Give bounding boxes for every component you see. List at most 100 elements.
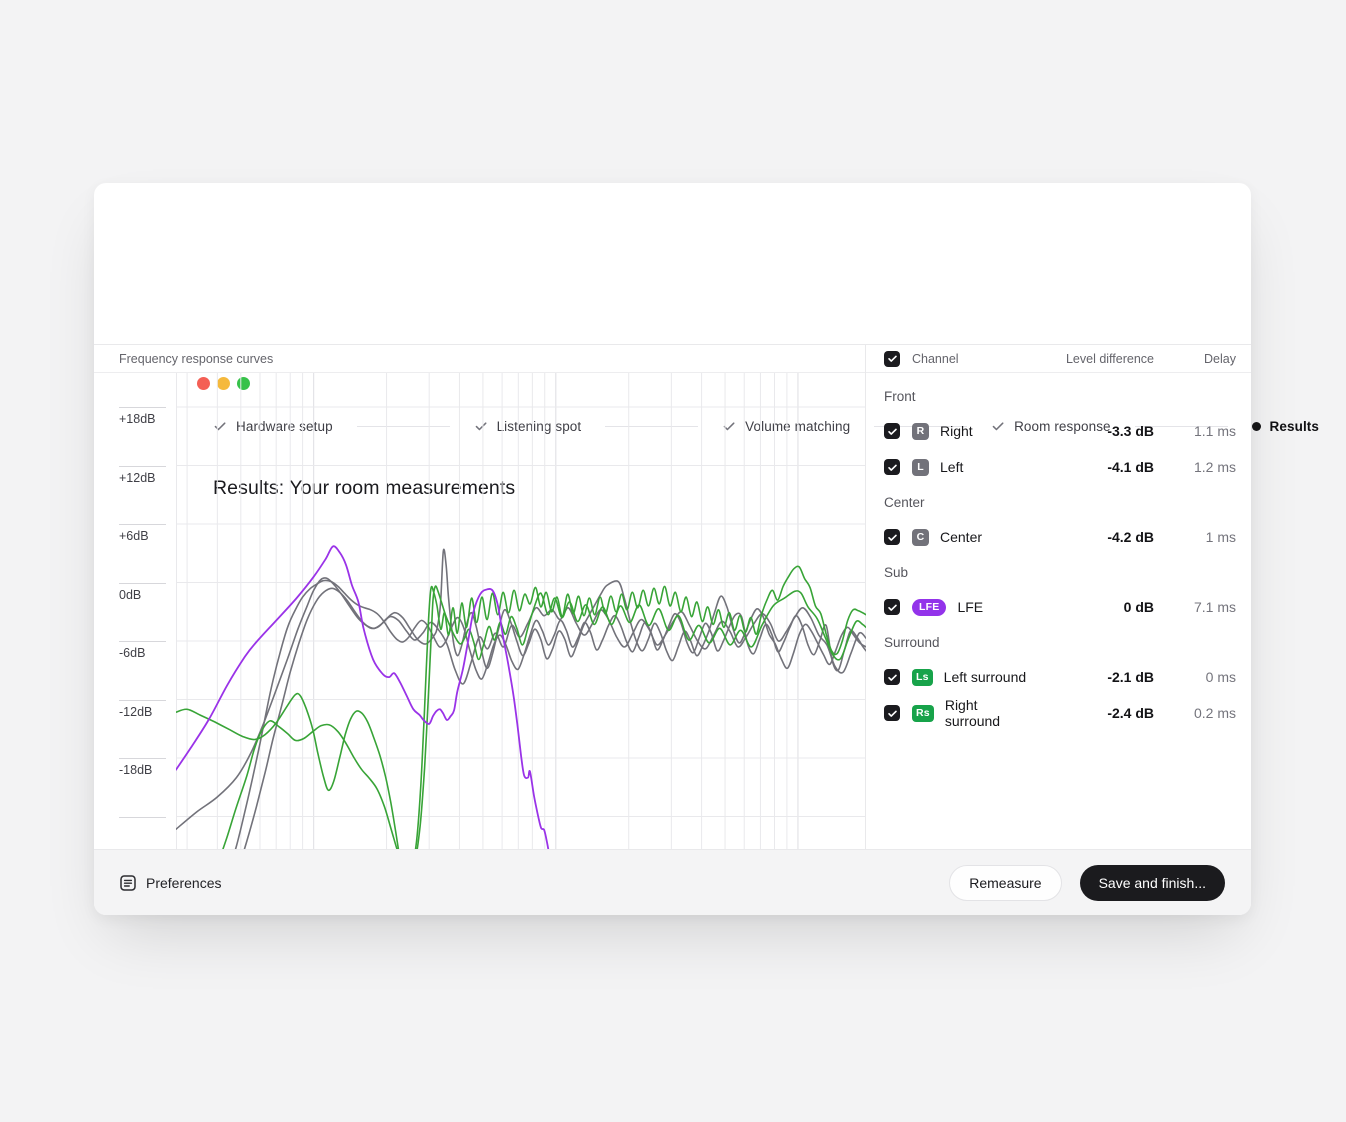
channel-checkbox[interactable] (884, 599, 900, 615)
channel-table: Channel Level difference Delay Front R Rig… (866, 345, 1251, 849)
curve-lfe (176, 545, 550, 849)
y-axis-tick (119, 465, 166, 467)
y-axis-tick (119, 407, 166, 408)
remeasure-label: Remeasure (969, 874, 1042, 891)
check-icon (887, 464, 897, 471)
preferences-label: Preferences (146, 874, 222, 891)
wizard-step-results[interactable]: Results (1251, 418, 1319, 434)
level-difference-value: 0 dB (1123, 599, 1154, 615)
y-axis-tick (119, 816, 166, 818)
curve-left (234, 579, 866, 849)
channel-badge: Ls (912, 668, 933, 686)
chart-body: +18dB +12dB +6dB 0dB -6dB -12dB -18dB (94, 373, 866, 849)
channel-row-center[interactable]: C Center -4.2 dB 1 ms (884, 519, 1236, 555)
group-label-center: Center (884, 494, 925, 510)
level-difference-value: -3.3 dB (1107, 423, 1154, 439)
channel-badge: LFE (912, 598, 947, 616)
check-icon (887, 604, 897, 611)
channel-badge: R (912, 422, 929, 440)
channel-name: Right (940, 423, 973, 439)
footer-bar: Preferences Remeasure Save and finish... (94, 849, 1251, 915)
column-header-channel: Channel (912, 351, 959, 366)
zoom-button[interactable] (237, 377, 250, 390)
channel-checkbox[interactable] (884, 669, 900, 685)
delay-value: 1.2 ms (1193, 459, 1236, 475)
app-window: Hardware setup Listening spot Volume match… (94, 183, 1319, 915)
channel-badge: C (912, 528, 929, 546)
chart-panel-header: Frequency response curves (94, 345, 865, 373)
delay-value: 1.1 ms (1193, 423, 1236, 439)
channel-badge: L (912, 458, 929, 476)
channel-name: Left surround (943, 669, 1027, 685)
y-axis-label: -18dB (119, 763, 153, 777)
channel-row-left-surround[interactable]: Ls Left surround -2.1 dB 0 ms (884, 659, 1236, 695)
save-and-finish-button[interactable]: Save and finish... (1079, 864, 1225, 901)
main-content: Frequency response curves +18dB +12dB +6dB… (94, 344, 1251, 849)
save-label: Save and finish... (1098, 874, 1206, 891)
check-icon (887, 428, 897, 435)
close-button[interactable] (197, 377, 210, 390)
channel-row-left[interactable]: L Left -4.1 dB 1.2 ms (884, 449, 1236, 485)
level-difference-value: -4.2 dB (1107, 529, 1154, 545)
check-icon (887, 674, 897, 681)
check-icon (992, 422, 1004, 431)
channel-checkbox[interactable] (884, 529, 900, 545)
remeasure-button[interactable]: Remeasure (949, 864, 1062, 901)
frequency-response-plot (176, 373, 866, 849)
group-label-sub: Sub (884, 564, 909, 580)
minimize-button[interactable] (217, 377, 230, 390)
wizard-connector (1134, 425, 1228, 427)
channel-table-header: Channel Level difference Delay (866, 345, 1251, 373)
channel-name: Center (940, 529, 983, 545)
check-icon (723, 422, 735, 431)
curve-right-surround (222, 585, 866, 849)
channel-name: Right surround (944, 697, 1001, 729)
y-axis-tick (119, 582, 166, 584)
channel-row-lfe[interactable]: LFE LFE 0 dB 7.1 ms (884, 589, 1236, 625)
curve-left-surround (176, 565, 866, 849)
wizard-step-label: Room response (1014, 418, 1111, 434)
wizard-step-label: Listening spot (496, 418, 582, 434)
window-controls (197, 377, 250, 390)
channel-row-right[interactable]: R Right -3.3 dB 1.1 ms (884, 413, 1236, 449)
delay-value: 7.1 ms (1193, 599, 1236, 615)
channel-checkbox[interactable] (884, 423, 900, 439)
preferences-icon (120, 874, 136, 891)
column-header-delay: Delay (1204, 351, 1236, 366)
select-all-checkbox[interactable] (884, 350, 900, 367)
chart-panel-title: Frequency response curves (119, 351, 274, 366)
wizard-step-label: Results (1269, 418, 1319, 434)
y-axis-label: +18dB (119, 412, 156, 426)
page-title: Results: Your room measurements (213, 477, 516, 499)
current-step-dot-icon (1251, 421, 1261, 431)
level-difference-value: -2.1 dB (1107, 669, 1154, 685)
y-axis-label: -12dB (119, 704, 153, 719)
delay-value: 0.2 ms (1193, 705, 1236, 721)
group-label-surround: Surround (884, 634, 940, 650)
check-icon (214, 422, 226, 431)
channel-name: Left (940, 459, 964, 475)
channel-name: LFE (957, 599, 984, 615)
y-axis-label: +12dB (119, 470, 156, 485)
column-header-level-difference: Level difference (1065, 351, 1154, 366)
chart-panel: Frequency response curves +18dB +12dB +6dB… (94, 345, 866, 849)
channel-row-right-surround[interactable]: Rs Right surround -2.4 dB 0.2 ms (884, 695, 1236, 731)
channel-table-body: Front R Right -3.3 dB 1.1 ms L Left -4.1 dB 1.2 … (866, 373, 1251, 731)
channel-checkbox[interactable] (884, 705, 900, 721)
y-axis-label: +6dB (119, 529, 149, 543)
y-axis-tick (119, 641, 166, 642)
channel-checkbox[interactable] (884, 459, 900, 475)
y-axis-tick (119, 758, 166, 759)
y-axis-tick (119, 524, 166, 525)
y-axis-tick (119, 699, 166, 701)
y-axis-label: -6dB (119, 646, 146, 660)
level-difference-value: -4.1 dB (1107, 459, 1154, 475)
level-difference-value: -2.4 dB (1107, 705, 1154, 721)
check-icon (887, 710, 897, 717)
y-axis: +18dB +12dB +6dB 0dB -6dB -12dB -18dB (94, 373, 176, 849)
delay-value: 1 ms (1205, 529, 1236, 545)
preferences-button[interactable]: Preferences (119, 874, 221, 892)
channel-badge: Rs (912, 704, 934, 722)
group-label-front: Front (884, 388, 916, 404)
wizard-step-room-response[interactable]: Room response (991, 419, 1111, 434)
